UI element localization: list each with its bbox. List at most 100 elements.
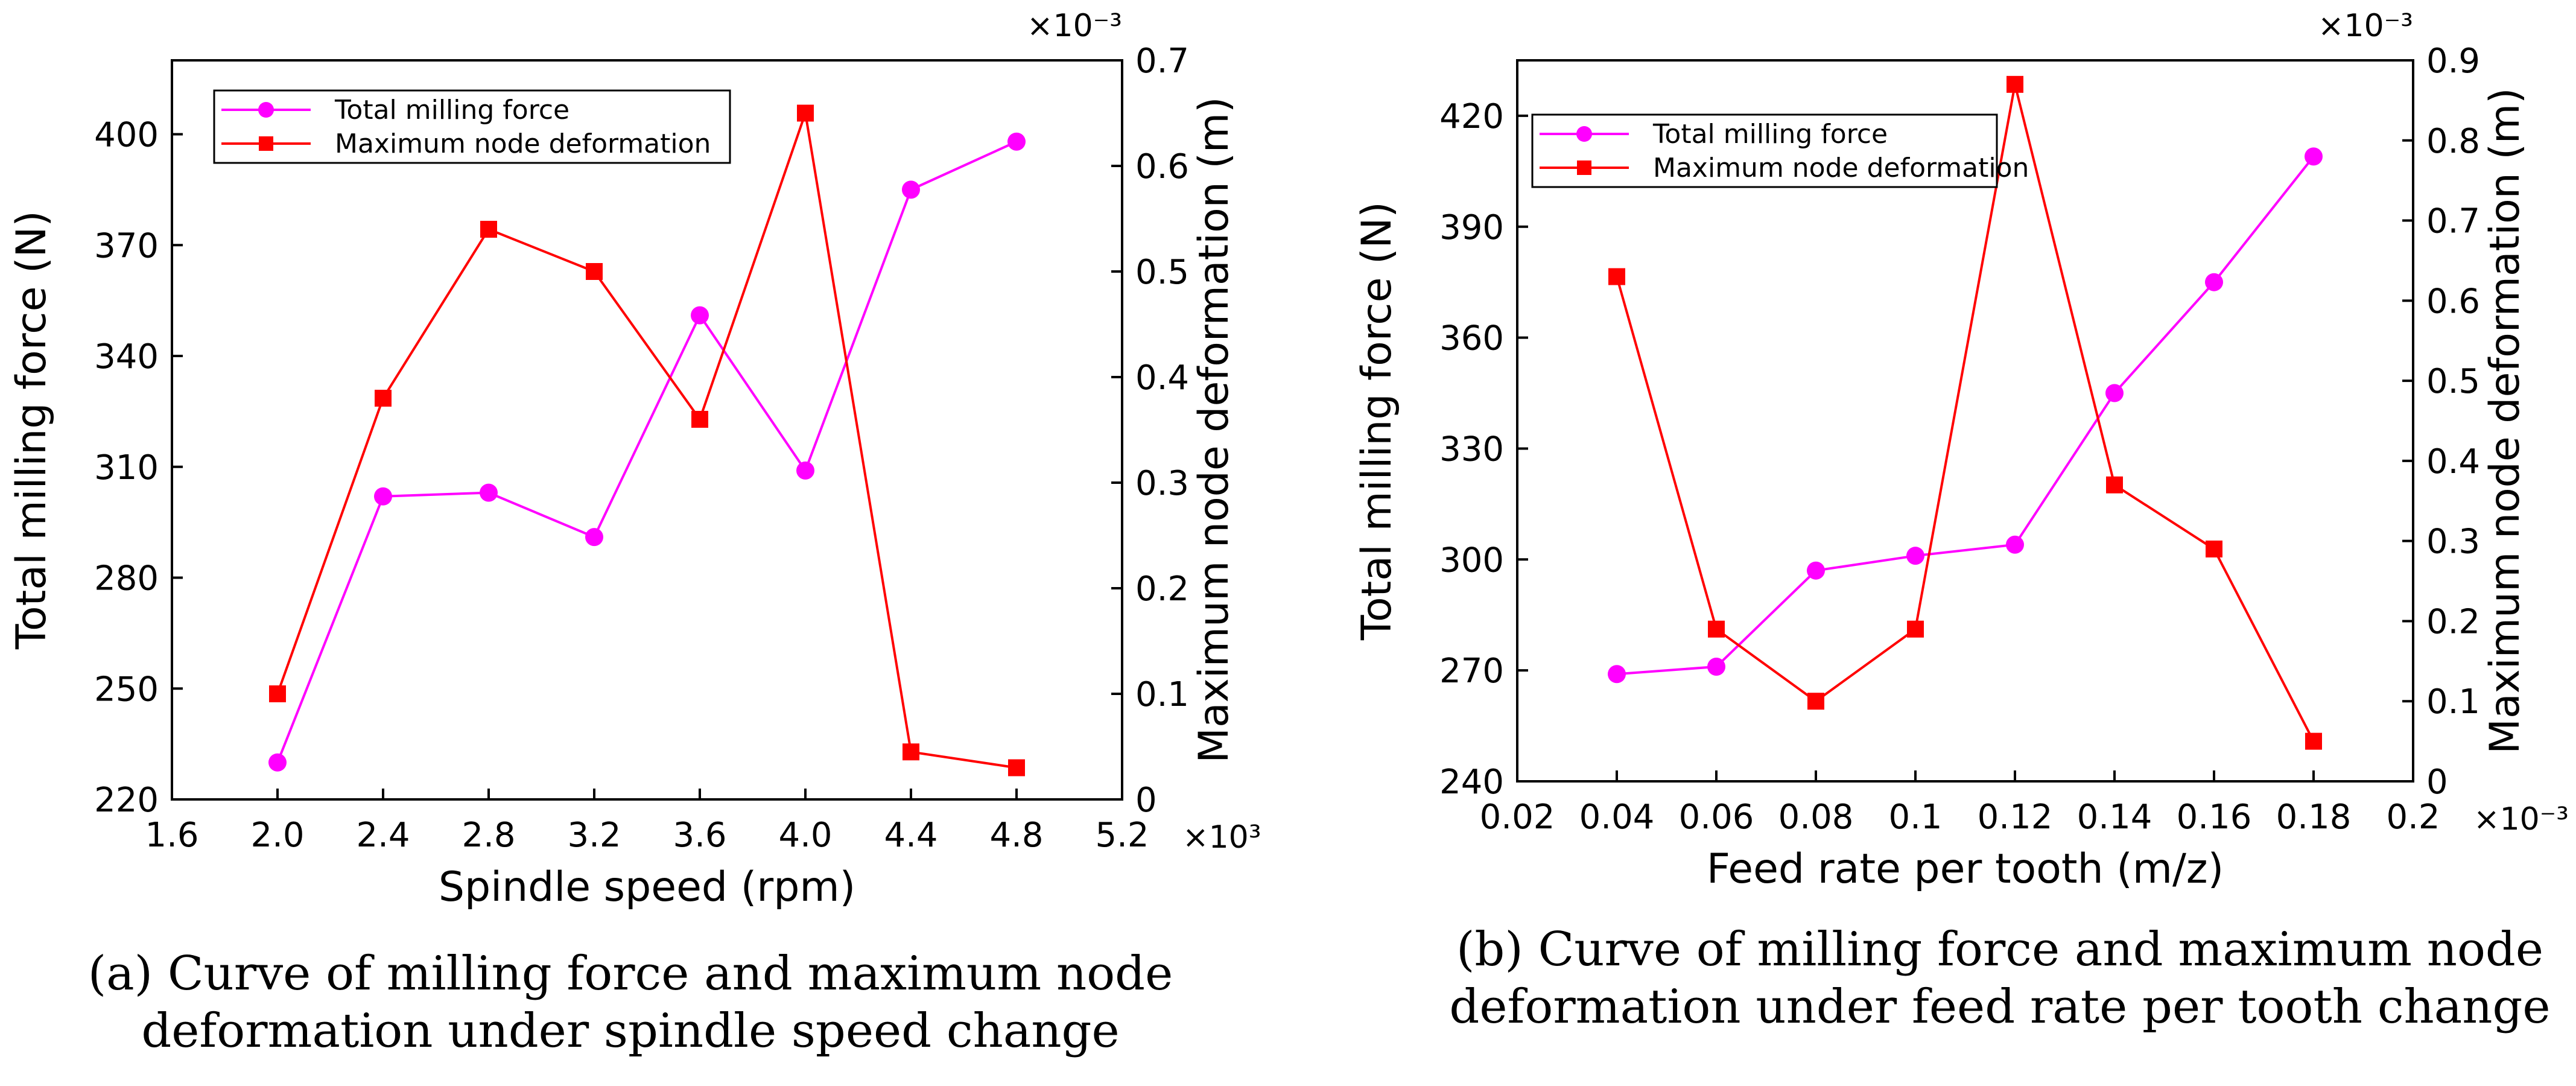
milling-force-point	[480, 483, 498, 502]
y-right-tick-label: 0	[1135, 781, 1157, 820]
x-tick-label: 1.6	[145, 816, 198, 855]
x-tick-label: 0.18	[2276, 798, 2352, 837]
y-left-tick-label: 250	[94, 670, 159, 709]
milling-force-point	[1707, 658, 1725, 676]
y-left-tick-label: 420	[1439, 97, 1504, 136]
node-deformation-point	[269, 685, 286, 702]
plot-frame	[1516, 59, 2414, 783]
y-left-tick-label: 390	[1439, 208, 1504, 247]
node-deformation-point	[2106, 476, 2123, 494]
y-left-tick-label: 240	[1439, 763, 1504, 802]
x-tick-label: 4.8	[989, 816, 1043, 855]
node-deformation-point	[1008, 759, 1025, 776]
y-right-tick-label: 0.5	[2426, 362, 2480, 401]
legend-label: Total milling force	[1652, 119, 1888, 150]
chart-panel-b: 0.02 0.04 0.06 0.08 0.1 0.12 0.14 0.16 0.18 0.2 ×1…	[1353, 8, 2569, 1034]
y-right-tick-label: 0.7	[2426, 202, 2480, 241]
x-tick-label: 0.04	[1579, 798, 1655, 837]
x-tick-label: 3.6	[673, 816, 726, 855]
legend-marker-circle	[258, 102, 274, 118]
node-deformation-point	[586, 263, 603, 280]
legend-marker-square	[1577, 160, 1591, 175]
y-right-axis-title: Maximum node deformation (m)	[2481, 87, 2529, 754]
y-left-tick-label: 330	[1439, 430, 1504, 469]
y-right-tick-label: 0.1	[1135, 675, 1189, 714]
series-line-milling-force	[276, 140, 1017, 763]
y-left-tick-label: 300	[1439, 541, 1504, 580]
y-right-tick-label: 0.3	[2426, 522, 2480, 562]
node-deformation-point	[2007, 75, 2023, 93]
legend-marker-square	[259, 136, 273, 151]
legend-box	[1531, 113, 1998, 188]
y-right-tick-label: 0.6	[2426, 282, 2480, 321]
x-tick-label: 0.06	[1679, 798, 1754, 837]
figure-caption-line: (b) Curve of milling force and maximum n…	[1456, 922, 2543, 977]
y-right-tick-label: 0	[2426, 763, 2448, 802]
figure-caption-line: deformation under feed rate per tooth ch…	[1449, 980, 2550, 1034]
y-right-tick-label: 0.4	[1135, 358, 1189, 398]
node-deformation-point	[375, 390, 392, 407]
y-right-tick-label: 0.1	[2426, 682, 2480, 722]
x-multiplier: ×10⁻³	[2473, 801, 2569, 837]
node-deformation-point	[2305, 732, 2322, 750]
x-tick-label: 0.08	[1778, 798, 1854, 837]
x-tick-label: 2.4	[356, 816, 410, 855]
x-tick-label: 0.16	[2177, 798, 2252, 837]
milling-force-point	[2105, 384, 2124, 402]
series-line-node-deformation	[276, 112, 1017, 769]
milling-force-point	[585, 528, 603, 547]
node-deformation-point	[1608, 268, 1625, 285]
y-left-tick-label: 270	[1439, 652, 1504, 691]
y-right-tick-label: 0.2	[2426, 602, 2480, 641]
x-tick-label: 0.1	[1888, 798, 1942, 837]
y-left-tick-label: 280	[94, 559, 159, 599]
y-right-tick-label: 0.2	[1135, 570, 1189, 609]
node-deformation-point	[691, 411, 708, 428]
milling-force-point	[1807, 561, 1825, 580]
x-tick-label: 4.0	[778, 816, 832, 855]
figure-caption-line: deformation under spindle speed change	[141, 1004, 1119, 1058]
x-tick-label: 2.8	[462, 816, 515, 855]
legend: Total milling force Maximum node deformat…	[213, 89, 731, 164]
milling-force-point	[2205, 273, 2223, 291]
milling-force-point	[902, 180, 920, 199]
series-line-milling-force	[1616, 156, 2315, 676]
legend-box	[213, 89, 731, 164]
y-right-multiplier: ×10⁻³	[1027, 8, 1122, 44]
legend-label: Maximum node deformation	[335, 129, 711, 159]
y-left-tick-label: 220	[94, 781, 159, 820]
x-tick-label: 0.02	[1480, 798, 1555, 837]
y-left-tick-label: 340	[94, 337, 159, 376]
milling-force-point	[374, 487, 392, 506]
legend-label: Total milling force	[334, 95, 569, 125]
node-deformation-point	[1708, 620, 1725, 638]
y-right-tick-label: 0.9	[2426, 42, 2480, 81]
x-tick-label: 0.12	[1978, 798, 2053, 837]
x-multiplier: ×10³	[1182, 819, 1261, 856]
milling-force-point	[268, 753, 287, 772]
figure-caption-line: (a) Curve of milling force and maximum n…	[88, 947, 1173, 1001]
chart-panel-a: 1.6 2.0 2.4 2.8 3.2 3.6 4.0 4.4 4.8 5.2 ×10³ Spindl…	[8, 8, 1261, 1058]
x-tick-label: 3.2	[567, 816, 621, 855]
y-left-tick-label: 360	[1439, 319, 1504, 358]
y-right-tick-label: 0.5	[1135, 253, 1189, 292]
node-deformation-point	[480, 221, 497, 238]
node-deformation-point	[903, 743, 919, 761]
x-axis-title: Feed rate per tooth (m/z)	[1707, 845, 2224, 893]
y-right-tick-label: 0.4	[2426, 442, 2480, 481]
y-left-axis-title: Total milling force (N)	[8, 211, 56, 650]
plot-frame	[171, 59, 1123, 801]
x-tick-label: 0.14	[2077, 798, 2152, 837]
milling-force-point	[1007, 132, 1026, 151]
y-right-multiplier: ×10⁻³	[2318, 8, 2413, 44]
node-deformation-point	[1807, 693, 1824, 710]
y-left-axis-title: Total milling force (N)	[1353, 202, 1401, 641]
milling-force-point	[2305, 147, 2323, 166]
x-axis-title: Spindle speed (rpm)	[439, 863, 855, 911]
milling-force-point	[691, 306, 709, 325]
y-right-tick-label: 0.3	[1135, 464, 1189, 503]
milling-force-point	[1608, 665, 1626, 684]
node-deformation-point	[797, 104, 814, 122]
x-tick-label: 0.2	[2386, 798, 2440, 837]
